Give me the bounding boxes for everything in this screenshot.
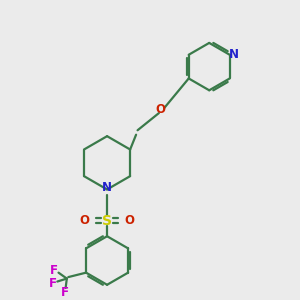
Text: F: F: [50, 264, 59, 277]
Text: O: O: [124, 214, 134, 227]
Text: O: O: [80, 214, 90, 227]
Text: F: F: [60, 286, 68, 299]
Text: N: N: [102, 182, 112, 194]
Text: N: N: [229, 48, 238, 61]
Text: O: O: [155, 103, 165, 116]
Text: S: S: [102, 214, 112, 228]
Text: F: F: [49, 277, 57, 290]
